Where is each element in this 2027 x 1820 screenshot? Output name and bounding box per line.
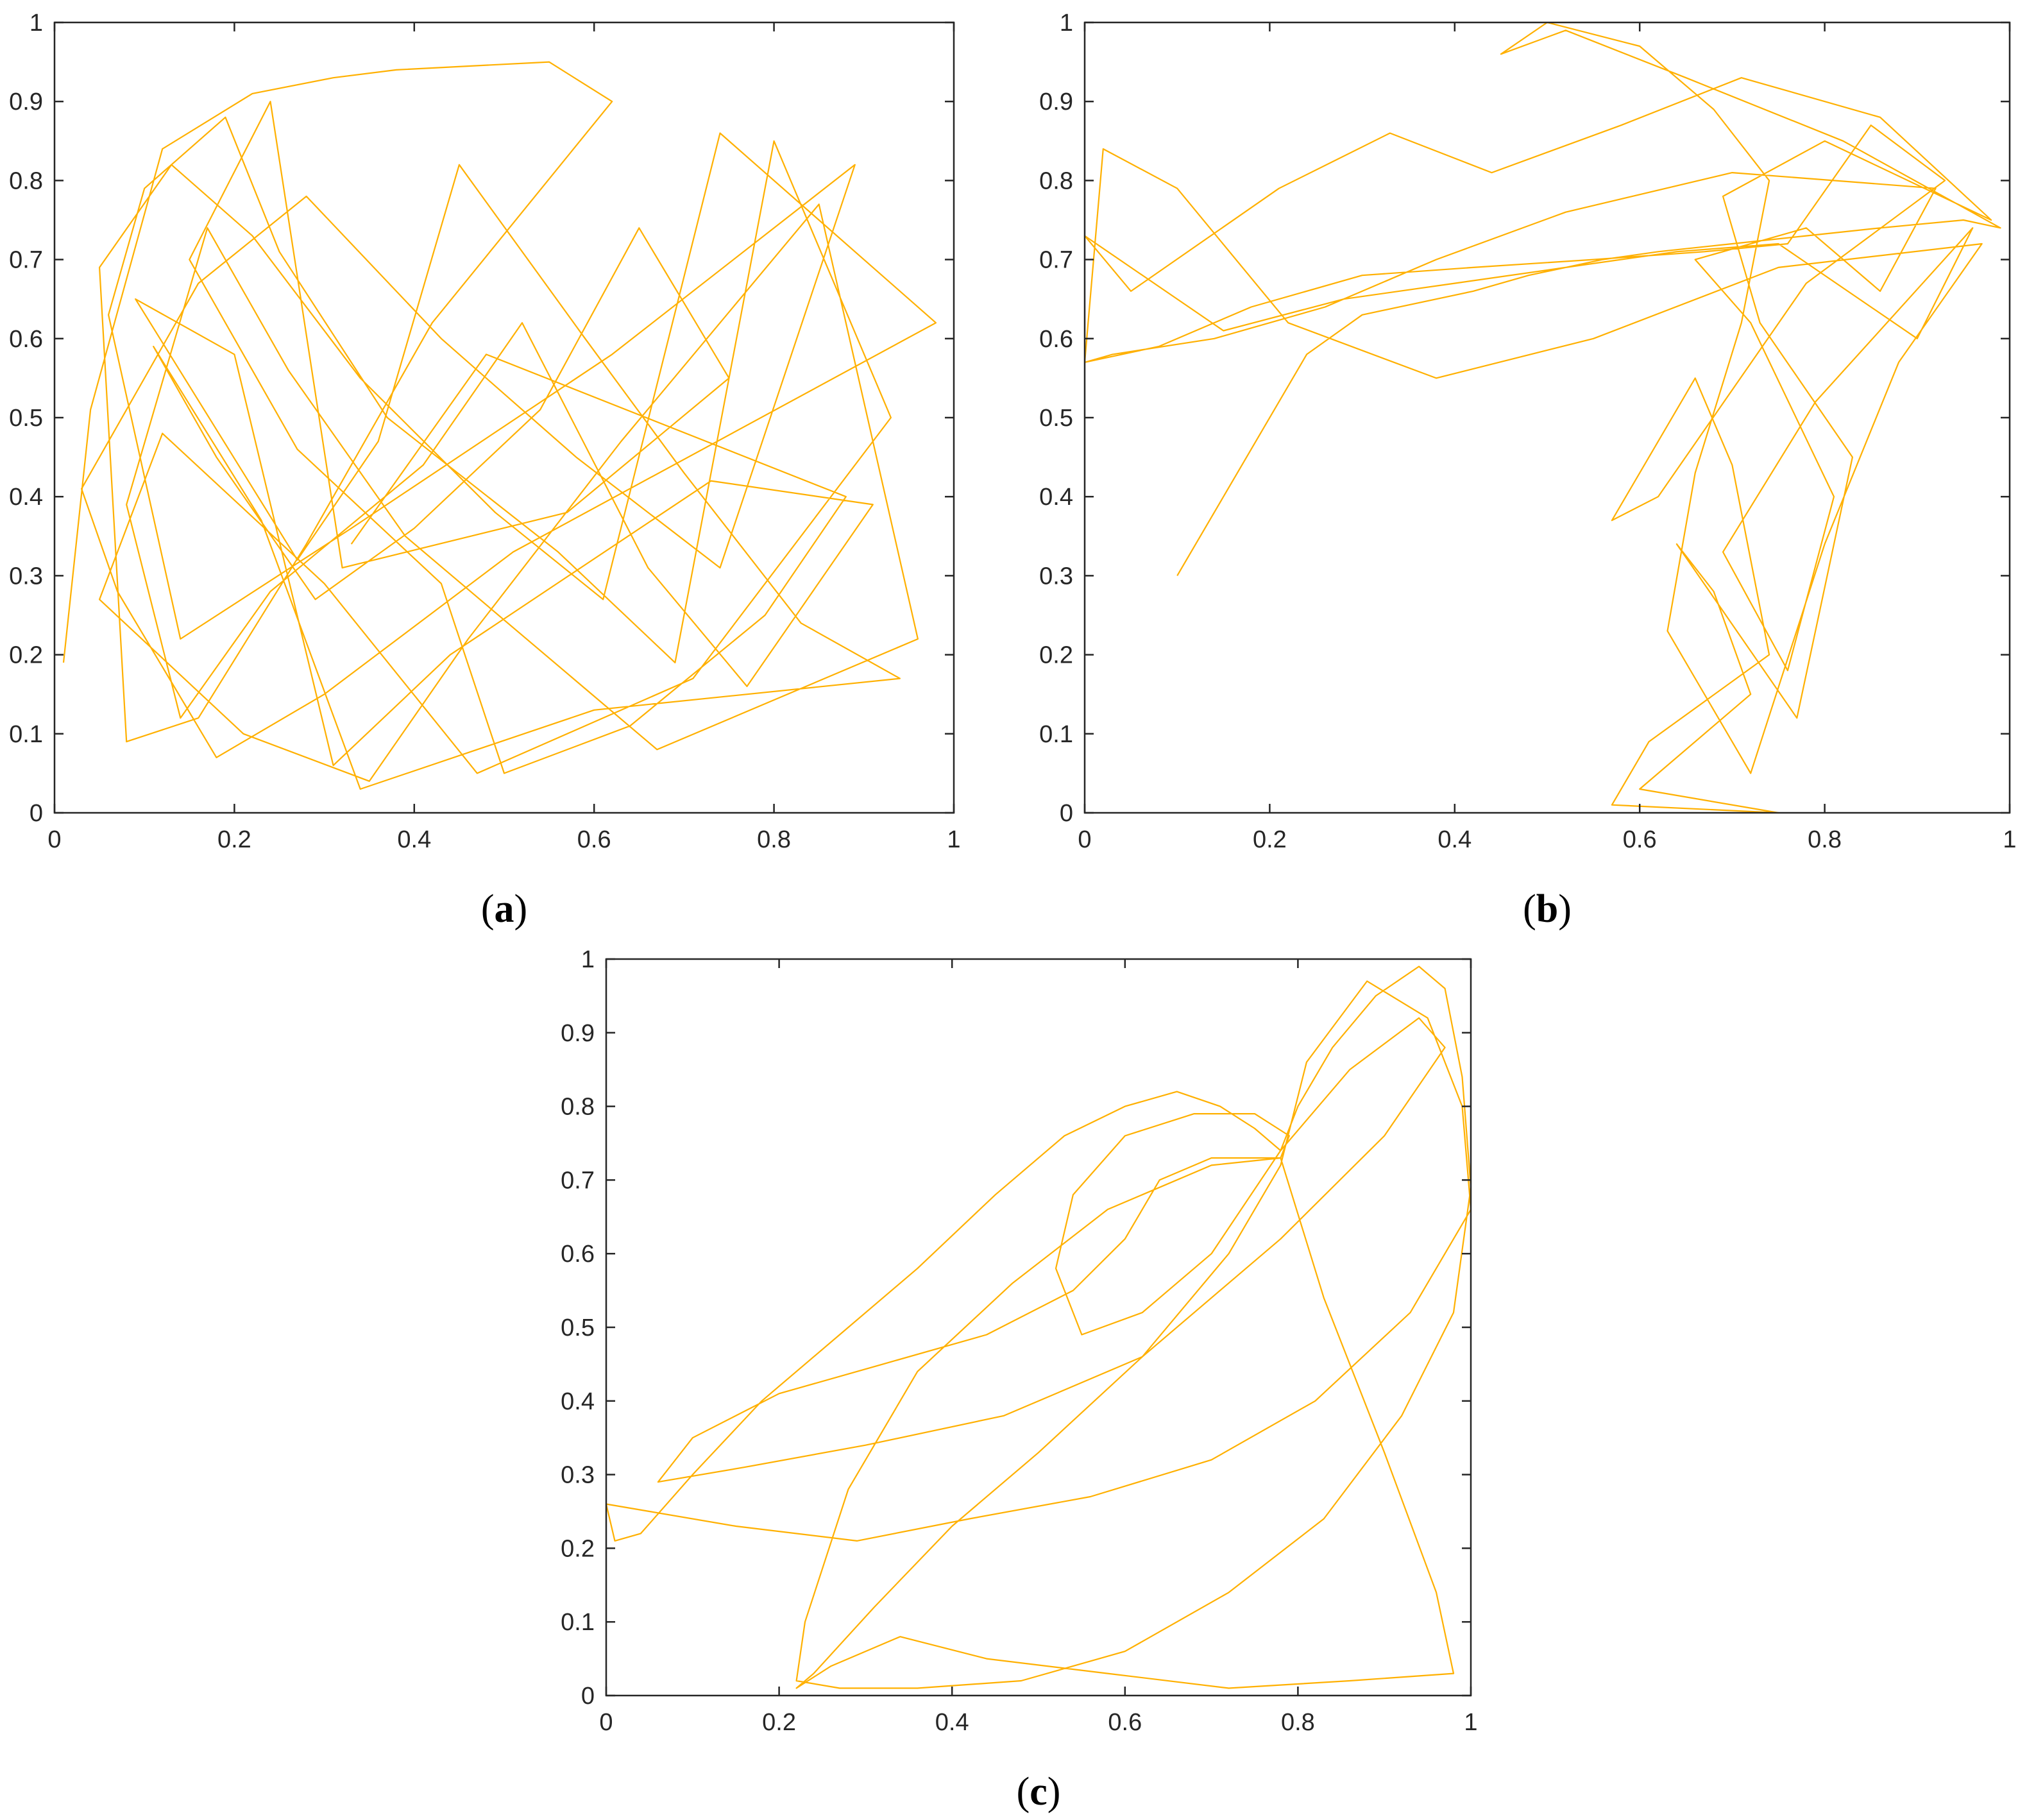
panel-b-ytick-label: 0.7 [1039,247,1073,274]
panel-c-ytick-label: 0.7 [561,1167,595,1194]
panel-a-caption: (a) [481,887,527,931]
panel-c: 0 0.2 0.4 0.6 0.8 1 0 0.1 0.2 0.3 0.4 0.5 0.6 0.7 0.8 0… [561,946,1477,1814]
panel-a-ticks: 0 0.2 0.4 0.6 0.8 1 0 0.1 0.2 0.3 0.4 0.5 0.6 0.7 0.8 0… [9,10,960,853]
panel-c-ytick-label: 0 [581,1683,595,1710]
panel-b-ytick-label: 0.9 [1039,89,1073,115]
panel-b-xtick-label: 1 [2003,826,2016,853]
panel-a-xtick-label: 1 [947,826,960,853]
panel-a-ytick-label: 0.7 [9,247,43,274]
panel-b-ytick-label: 0.1 [1039,721,1073,748]
panel-c-ytick-label: 0.2 [561,1535,595,1562]
panel-b-ytick-label: 0.4 [1039,484,1073,511]
panel-a: 0 0.2 0.4 0.6 0.8 1 0 0.1 0.2 0.3 0.4 0.5 0.6 0.7 0.8 0… [9,10,960,931]
panel-c-ytick-label: 0.5 [561,1314,595,1341]
panel-b-caption: (b) [1523,887,1572,931]
panel-c-ytick-label: 0.8 [561,1094,595,1121]
panel-a-caption-open: ( [481,887,495,931]
panel-a-ytick-label: 0 [30,800,43,827]
panel-a-ytick-label: 0.1 [9,721,43,748]
panel-b-ytick-label: 0.3 [1039,563,1073,590]
panel-c-xtick-label: 0.2 [762,1709,796,1736]
panel-a-xtick-label: 0.4 [397,826,431,853]
panel-b-xtick-label: 0.2 [1253,826,1287,853]
panel-c-ytick-label: 0.4 [561,1388,595,1415]
panel-b-xtick-label: 0.8 [1808,826,1842,853]
panel-a-xtick-label: 0 [47,826,61,853]
panel-c-series-trajectory [605,965,1472,1689]
panel-c-caption-open: ( [1017,1770,1030,1814]
panel-a-ytick-label: 1 [30,10,43,37]
panel-b-axes-frame [1083,21,2011,814]
panel-c-ytick-label: 0.9 [561,1020,595,1047]
panel-a-ytick-label: 0.4 [9,484,43,511]
panel-c-xtick-label: 0 [599,1709,613,1736]
panel-a-xtick-label: 0.2 [217,826,251,853]
panel-b-caption-letter: b [1536,887,1558,931]
panel-c-trajectory-layer [605,965,1472,1689]
panel-a-ytick-label: 0.2 [9,642,43,669]
panel-c-xtick-label: 0.4 [935,1709,969,1736]
panel-a-axes-frame [53,21,955,814]
panel-a-ytick-label: 0.8 [9,167,43,194]
panel-c-ytick-label: 0.6 [561,1241,595,1268]
panel-b-ytick-label: 0.6 [1039,326,1073,353]
panel-a-caption-letter: a [495,887,514,931]
panel-c-caption-close: ) [1047,1770,1061,1814]
panel-b-series-trajectory [1083,21,2001,814]
panel-a-ytick-label: 0.5 [9,405,43,432]
panel-c-caption: (c) [1017,1770,1061,1814]
panel-a-series-trajectory [62,61,937,790]
panel-a-caption-close: ) [514,887,528,931]
panel-a-xtick-label: 0.6 [577,826,611,853]
panel-b-xtick-label: 0.6 [1623,826,1657,853]
panel-a-ytick-label: 0.3 [9,563,43,590]
panel-c-axes-frame [605,958,1472,1697]
panel-c-ytick-label: 0.3 [561,1462,595,1489]
panel-c-xtick-label: 1 [1464,1709,1477,1736]
panel-c-ytick-label: 1 [581,946,595,973]
panel-a-ytick-label: 0.6 [9,326,43,353]
panel-a-trajectory-layer [62,61,937,790]
panel-b: 0 0.2 0.4 0.6 0.8 1 0 0.1 0.2 0.3 0.4 0.5 0.6 0.7 0.8 0… [1039,10,2016,931]
panel-b-xtick-label: 0 [1078,826,1091,853]
panel-a-ytick-label: 0.9 [9,89,43,115]
panel-c-xtick-label: 0.8 [1281,1709,1315,1736]
panel-a-xtick-label: 0.8 [757,826,791,853]
panel-b-ytick-label: 0.8 [1039,167,1073,194]
panel-c-caption-letter: c [1030,1770,1047,1814]
panel-b-xtick-label: 0.4 [1438,826,1471,853]
panel-b-caption-close: ) [1558,887,1572,931]
panel-b-ytick-label: 1 [1060,10,1073,37]
panel-b-ytick-label: 0 [1060,800,1073,827]
panel-b-trajectory-layer [1083,21,2001,814]
panel-c-xtick-label: 0.6 [1108,1709,1142,1736]
panel-b-ytick-label: 0.2 [1039,642,1073,669]
panel-c-ytick-label: 0.1 [561,1609,595,1636]
panel-b-caption-open: ( [1523,887,1536,931]
panel-b-ticks: 0 0.2 0.4 0.6 0.8 1 0 0.1 0.2 0.3 0.4 0.5 0.6 0.7 0.8 0… [1039,10,2016,853]
panel-b-ytick-label: 0.5 [1039,405,1073,432]
